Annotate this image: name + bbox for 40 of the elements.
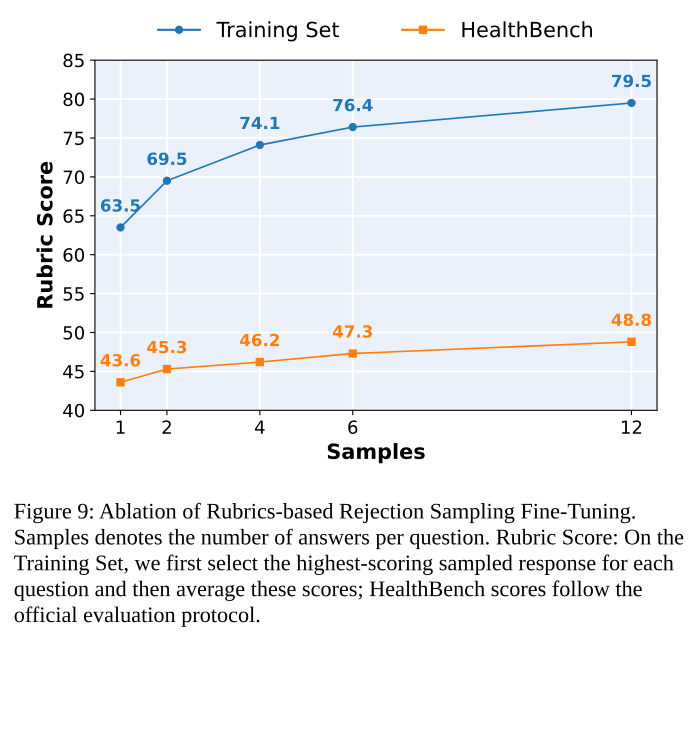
point xyxy=(116,378,125,386)
legend-label: HealthBench xyxy=(462,21,592,38)
y-tick-label: 65 xyxy=(64,209,84,223)
x-tick-label: 6 xyxy=(348,420,358,434)
y-tick-label: 60 xyxy=(64,248,84,262)
point xyxy=(348,122,357,132)
point xyxy=(348,349,357,358)
point xyxy=(162,364,172,374)
y-tick-label: 55 xyxy=(64,287,84,301)
data-label: 47.3 xyxy=(332,325,372,338)
data-label: 48.8 xyxy=(612,314,652,326)
y-tick-label: 50 xyxy=(64,326,84,340)
caption: Figure 9: Ablation of Rubrics-based Rejection Sampling Fine-Tuning. Samples denotes the number of answers per question. Rubric Score: On the Training Set, we first select the highest-scoring sampled response for each question and then average these scores; HealthBench scores follow the official evaluation protocol. xyxy=(14,502,684,627)
point xyxy=(627,98,636,108)
data-label: 43.6 xyxy=(100,354,140,367)
x-tick-label: 4 xyxy=(254,420,265,434)
x-tick-label: 12 xyxy=(622,420,642,434)
legend-label: Training Set xyxy=(216,21,340,42)
y-tick-label: 70 xyxy=(64,170,84,184)
data-label: 46.2 xyxy=(240,334,279,346)
data-label: 76.4 xyxy=(333,98,373,112)
x-axis-title: Samples xyxy=(328,443,425,464)
y-tick-label: 45 xyxy=(63,365,84,379)
point xyxy=(256,140,264,150)
data-label: 63.5 xyxy=(100,199,140,212)
data-label: 69.5 xyxy=(147,152,186,166)
y-axis-title: Rubric Score xyxy=(36,162,53,308)
point xyxy=(162,176,172,185)
point xyxy=(627,338,636,346)
y-tick-label: 40 xyxy=(63,404,84,418)
point xyxy=(116,223,125,232)
data-label: 45.3 xyxy=(147,340,186,354)
point xyxy=(256,358,264,366)
x-tick-label: 2 xyxy=(162,420,171,434)
data-label: 79.5 xyxy=(612,74,651,88)
y-tick-label: 80 xyxy=(63,92,84,106)
y-tick-label: 75 xyxy=(64,132,84,146)
data-label: 74.1 xyxy=(240,116,280,130)
x-tick-label: 1 xyxy=(116,420,125,434)
y-tick-label: 85 xyxy=(63,54,84,68)
